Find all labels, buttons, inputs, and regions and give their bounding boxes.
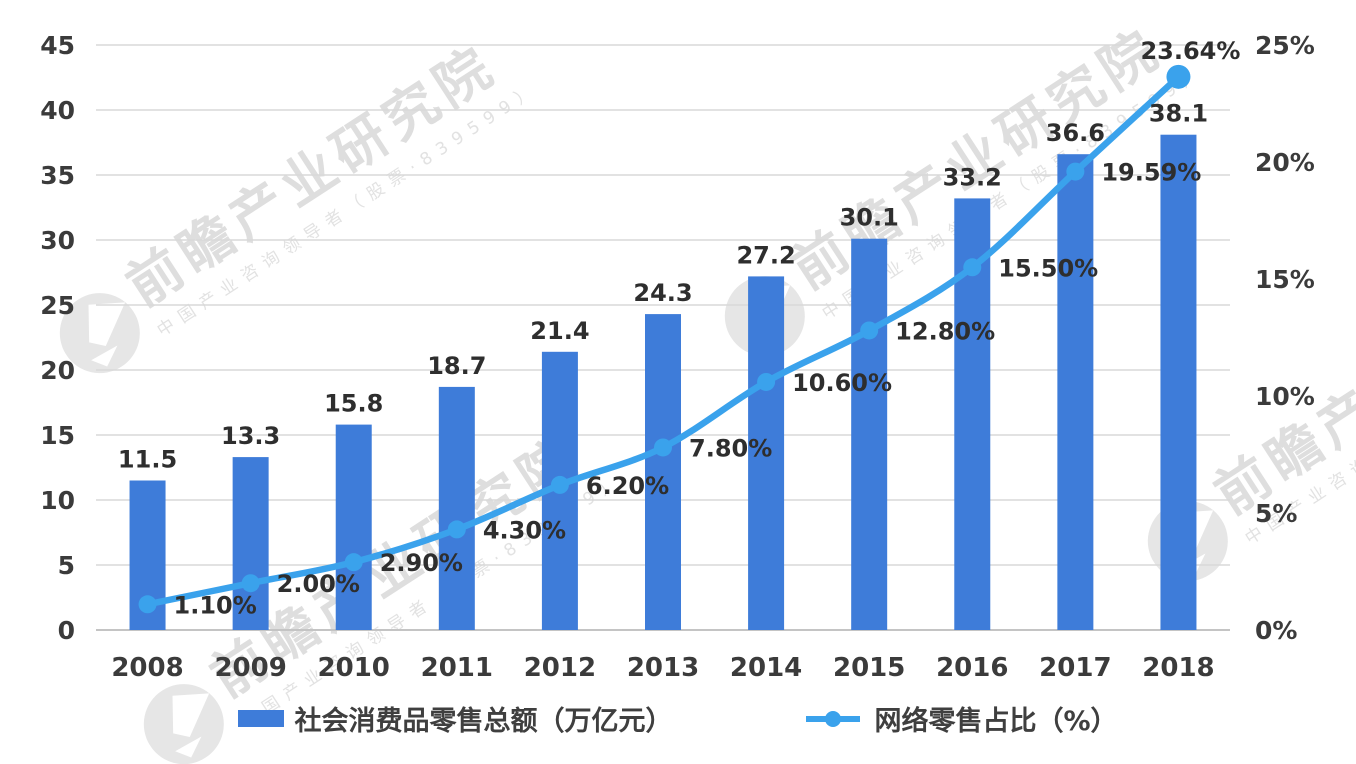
bar-value-label: 27.2 (736, 241, 795, 269)
x-axis-label: 2010 (318, 653, 390, 683)
line-point-2016 (963, 258, 982, 277)
line-point-2014 (757, 372, 776, 391)
x-axis-label: 2014 (730, 653, 802, 683)
bar-2014 (748, 276, 785, 630)
line-point-2009 (241, 574, 260, 593)
bar-series-label: 社会消费品零售总额（万亿元） (294, 706, 673, 737)
left-axis-tick: 0 (58, 616, 75, 645)
left-axis-tick: 25 (40, 291, 75, 320)
x-axis-label: 2017 (1039, 653, 1111, 683)
bar-value-label: 36.6 (1046, 119, 1105, 147)
bar-value-label: 21.4 (530, 317, 589, 345)
line-point-2010 (344, 553, 363, 572)
line-value-label: 2.90% (380, 549, 463, 577)
bar-value-label: 38.1 (1149, 100, 1208, 128)
bar-2018 (1160, 134, 1197, 630)
line-value-label: 12.80% (895, 317, 995, 345)
right-axis-tick: 25% (1255, 31, 1315, 60)
left-axis-tick: 10 (40, 486, 75, 515)
right-axis-tick: 15% (1255, 265, 1315, 294)
bar-value-label: 11.5 (118, 446, 177, 474)
line-point-2013 (654, 438, 672, 457)
bar-value-label: 33.2 (943, 163, 1002, 191)
chart-legend: 社会消费品零售总额（万亿元） 网络零售占比（%） (0, 699, 1356, 738)
right-axis-tick: 20% (1255, 148, 1315, 177)
left-axis-tick: 30 (40, 226, 75, 255)
line-point-2012 (550, 475, 569, 494)
bar-value-label: 30.1 (840, 204, 899, 232)
bar-2010 (335, 424, 372, 630)
line-value-label: 7.80% (689, 434, 772, 462)
left-axis-tick: 45 (40, 31, 75, 60)
line-value-label: 15.50% (998, 254, 1098, 282)
line-series-label: 网络零售占比（%） (874, 706, 1118, 737)
x-axis-label: 2013 (627, 653, 699, 683)
right-axis-tick: 0% (1255, 616, 1297, 645)
x-axis-label: 2018 (1142, 653, 1214, 683)
x-axis-label: 2015 (833, 653, 905, 683)
line-point-2008 (138, 595, 157, 614)
line-value-label: 4.30% (483, 516, 566, 544)
line-point-2017 (1066, 162, 1085, 181)
line-series-swatch-icon (806, 710, 861, 727)
x-axis-label: 2016 (936, 653, 1008, 683)
x-axis-label: 2008 (111, 653, 183, 683)
bar-2013 (645, 314, 681, 630)
bar-2017 (1057, 154, 1094, 630)
right-axis-tick: 10% (1255, 382, 1315, 411)
legend-item-line-series: 网络零售占比（%） (802, 699, 1118, 738)
line-point-2011 (447, 520, 466, 539)
left-axis-tick: 40 (40, 96, 75, 125)
x-axis-label: 2009 (214, 653, 286, 683)
left-axis-tick: 20 (40, 356, 75, 385)
bar-value-label: 18.7 (427, 352, 486, 380)
left-axis-tick: 35 (40, 161, 75, 190)
line-point-2015 (860, 321, 879, 340)
line-point-2018 (1166, 64, 1191, 89)
line-value-label: 10.60% (792, 369, 892, 397)
bar-value-label: 13.3 (221, 422, 280, 450)
bar-2011 (438, 386, 475, 630)
legend-item-bar-series: 社会消费品零售总额（万亿元） (238, 699, 672, 738)
left-axis-tick: 5 (58, 551, 75, 580)
line-series-path (144, 73, 1182, 608)
x-axis-label: 2011 (421, 653, 493, 683)
line-value-label: 1.10% (174, 591, 257, 619)
x-axis-label: 2012 (524, 653, 596, 683)
line-value-label: 6.20% (586, 472, 669, 500)
right-axis-tick: 5% (1255, 499, 1297, 528)
line-value-label: 19.59% (1101, 159, 1201, 187)
left-axis-tick: 15 (40, 421, 75, 450)
bar-2015 (851, 238, 888, 630)
bar-series-swatch-icon (238, 710, 285, 727)
line-value-label: 2.00% (277, 570, 360, 598)
bar-value-label: 24.3 (633, 279, 692, 307)
line-value-label: 23.64% (1140, 37, 1240, 65)
bar-2009 (232, 457, 269, 630)
bar-value-label: 15.8 (324, 390, 383, 418)
